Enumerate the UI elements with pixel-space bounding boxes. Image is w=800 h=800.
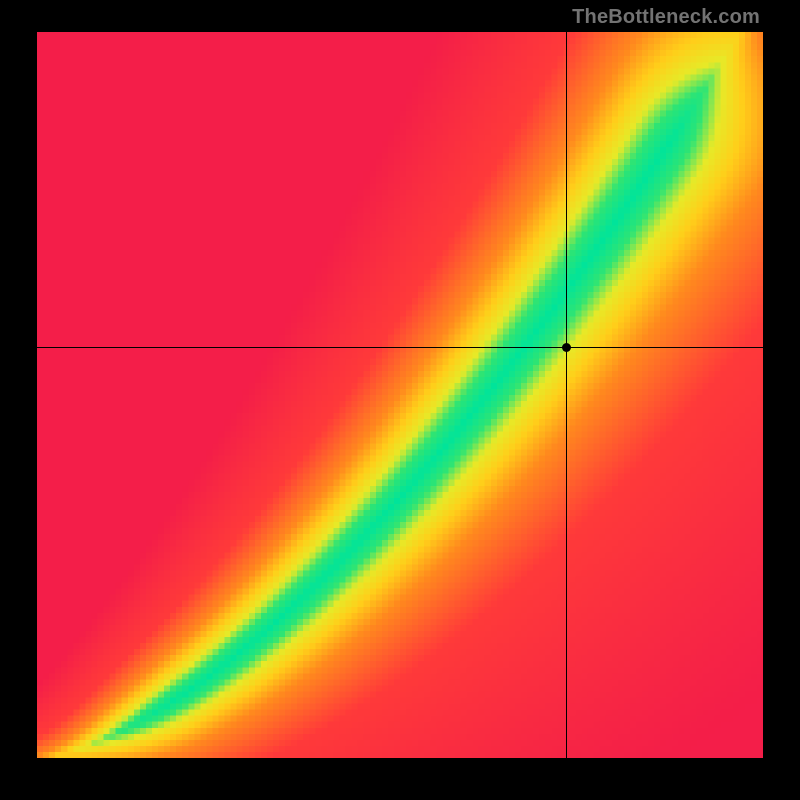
heatmap-canvas — [37, 32, 763, 758]
plot-area — [37, 32, 763, 758]
outer-frame: TheBottleneck.com — [0, 0, 800, 800]
crosshair-vertical — [566, 32, 567, 758]
crosshair-horizontal — [37, 347, 763, 348]
attribution-watermark: TheBottleneck.com — [572, 6, 760, 29]
